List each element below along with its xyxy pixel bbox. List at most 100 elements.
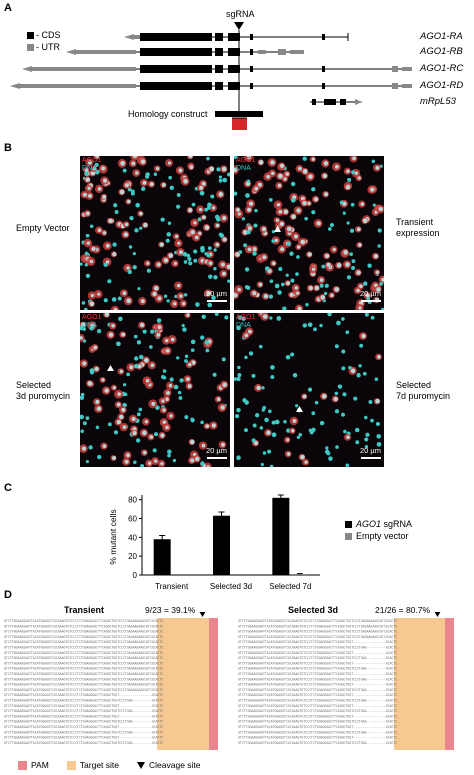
cell-nucleus <box>242 398 247 403</box>
cell-nucleus <box>252 246 257 252</box>
cell-nucleus <box>220 262 225 267</box>
y-ticks: 0 20 40 60 80 <box>128 496 142 580</box>
cell-nucleus <box>160 217 165 222</box>
cell-nucleus <box>334 287 340 292</box>
cell-nucleus <box>277 183 282 188</box>
cell-nucleus <box>144 357 149 363</box>
cell-nucleus <box>165 397 169 402</box>
cell-nucleus <box>200 248 205 253</box>
alignment-line: GTCTTGGAAGGAATTACATGGAGGTCGCGAAGTGTCCCTC… <box>4 672 163 676</box>
gene-model-rc <box>22 65 412 73</box>
cell-nucleus <box>132 156 138 159</box>
cell-nucleus <box>296 208 301 213</box>
cell-nucleus <box>264 266 270 271</box>
cell-nucleus <box>205 348 210 353</box>
cell-nucleus <box>358 364 362 368</box>
cell-nucleus <box>307 252 312 257</box>
target-swatch <box>66 761 76 771</box>
cell-nucleus <box>270 171 275 176</box>
cell-nucleus <box>248 201 254 206</box>
cell-nucleus <box>127 187 132 192</box>
cell-nucleus <box>114 209 119 214</box>
cleavage-site-marker <box>199 612 206 617</box>
cell-nucleus <box>202 215 206 220</box>
cell-nucleus <box>365 293 370 298</box>
cell-nucleus <box>302 156 307 161</box>
cell-nucleus <box>243 243 248 248</box>
cell-nucleus <box>215 242 220 247</box>
alignment-line: GTCTTGGAAGGAATTACATGGAGGTCGCGAAGTGTCCCTC… <box>238 720 397 724</box>
cell-nucleus <box>215 223 220 228</box>
cell-nucleus <box>135 202 141 208</box>
cell-nucleus <box>132 265 137 270</box>
cell-nucleus <box>88 445 93 450</box>
cell-nucleus <box>245 193 250 198</box>
gene-model-ra <box>124 33 349 41</box>
cell-nucleus <box>346 275 352 280</box>
channel-red-label: AGO1 <box>82 314 102 321</box>
cell-nucleus <box>103 262 108 267</box>
cell-nucleus <box>351 170 355 175</box>
cell-nucleus <box>262 451 267 455</box>
y-tick-label: 60 <box>128 515 137 524</box>
cell-nucleus <box>84 307 88 310</box>
cell-nucleus <box>186 313 190 317</box>
cell-nucleus <box>381 307 384 310</box>
cell-nucleus <box>244 267 250 272</box>
cell-nucleus <box>211 295 216 301</box>
alignment-line: GTCTTGGAAGGAATTACATGGAGGTCGCGAAGTGTCCCTC… <box>238 693 397 697</box>
alignment-line: GTCTTGGAAGGAATTACATGGAGGTCGCGAAGTGTCCCTC… <box>4 714 163 718</box>
cell-nucleus <box>168 175 172 180</box>
cell-nucleus <box>159 242 164 247</box>
cell-nucleus <box>291 198 296 203</box>
cell-nucleus <box>139 322 145 328</box>
gene-model-mrpl53 <box>310 99 362 105</box>
legend-pam-label: PAM <box>31 760 49 770</box>
cell-nucleus <box>274 283 280 289</box>
cell-nucleus <box>124 392 128 397</box>
cell-nucleus <box>290 278 295 283</box>
cell-nucleus <box>189 165 194 170</box>
cell-nucleus <box>220 405 225 410</box>
cell-nucleus <box>94 162 99 168</box>
alignment-line: GTCTTGGAAGGAATTACATGGAGGTCGCGAAGTGTCCCTC… <box>238 624 397 628</box>
cell-nucleus <box>185 377 190 382</box>
cell-nucleus <box>190 348 195 353</box>
cell-nucleus <box>153 172 158 176</box>
cell-nucleus <box>129 365 134 370</box>
micrograph-selected-7d <box>234 313 384 467</box>
cell-nucleus <box>211 423 216 428</box>
cell-nucleus <box>181 323 185 328</box>
cell-nucleus <box>321 264 326 269</box>
cell-nucleus <box>364 437 369 442</box>
gene-label-rc: AGO1-RC <box>420 63 464 74</box>
cell-nucleus <box>166 232 171 237</box>
legend-swatch-empty <box>345 533 352 541</box>
cell-nucleus <box>314 400 319 405</box>
gene-model-diagram <box>10 22 412 130</box>
channel-labels-3: AGO1 DNA <box>82 314 101 330</box>
cell-nucleus <box>116 341 121 347</box>
cell-nucleus <box>313 197 319 202</box>
gene-label-ra: AGO1-RA <box>420 31 463 42</box>
right-alignment-lines: GTCTTGGAAGGAATTACATGGAGGTCGCGAAGTGTCCCTC… <box>238 619 397 745</box>
cell-nucleus <box>254 186 259 191</box>
cell-nucleus <box>351 265 356 270</box>
cell-nucleus <box>91 246 96 251</box>
panel-d-letter: D <box>4 589 12 601</box>
cell-nucleus <box>264 417 269 423</box>
cell-nucleus <box>166 390 170 395</box>
cell-nucleus <box>367 263 372 268</box>
cell-nucleus <box>206 465 210 467</box>
cell-nucleus <box>261 226 267 232</box>
cell-nucleus <box>131 161 136 166</box>
alignment-line: GTCTTGGAAGGAATTACATGGAGGTCGCGAAGTGTCCCTC… <box>238 741 397 745</box>
cell-nucleus <box>349 252 353 256</box>
cell-nucleus <box>176 193 181 197</box>
cell-nucleus <box>80 429 84 434</box>
cell-nucleus <box>356 372 361 377</box>
cell-nucleus <box>97 454 102 460</box>
cell-nucleus <box>135 438 141 443</box>
alignment-line: GTCTTGGAAGGAATTACATGGAGGTCGCGAAGTGTCCCTC… <box>4 736 163 740</box>
channel-red-label: AGO1 <box>236 157 256 164</box>
